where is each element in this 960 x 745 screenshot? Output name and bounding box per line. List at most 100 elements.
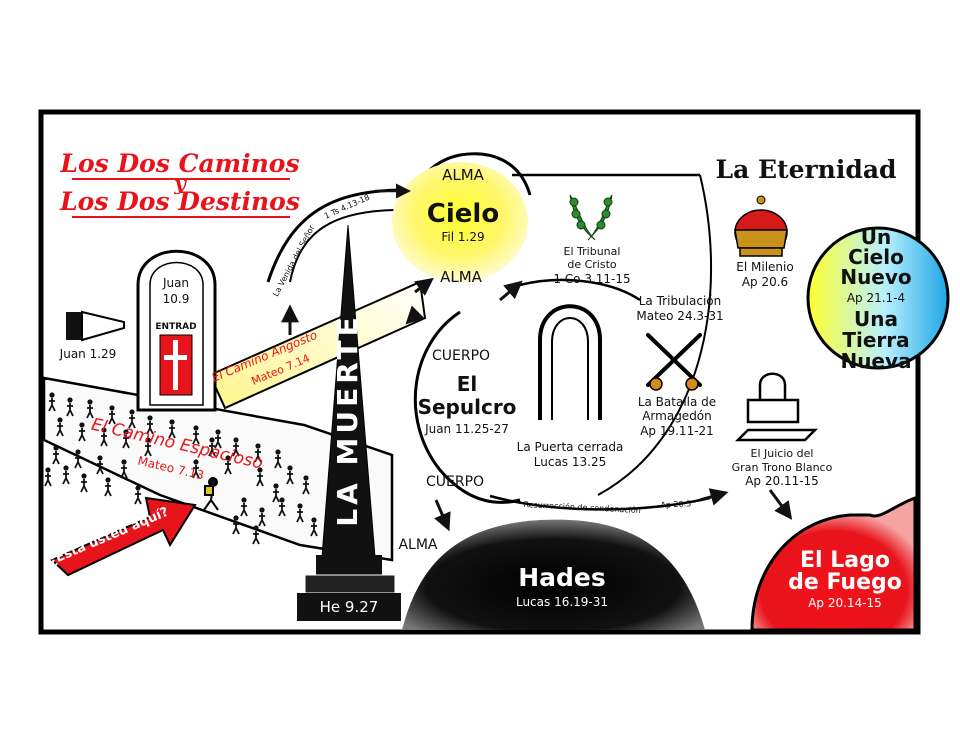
hiker-icon <box>203 477 219 511</box>
walker-figure <box>208 437 216 457</box>
title-joiner: y <box>173 171 187 195</box>
arrow-resurrection <box>699 488 729 506</box>
tribulation-name: La Tribulación <box>639 294 721 308</box>
walker-figure <box>274 449 282 469</box>
new-creation-line3: Nuevo <box>840 265 911 289</box>
resurrection-band <box>489 494 711 511</box>
heaven-ref: Fil 1.29 <box>441 230 484 244</box>
arrow-grave-down <box>434 499 451 532</box>
heaven-name: Cielo <box>427 199 499 229</box>
hades-name: Hades <box>518 563 606 592</box>
walker-figure <box>128 409 136 429</box>
you-are-here-arrow <box>50 496 197 577</box>
walker-figure <box>192 425 200 445</box>
heaven-glow <box>392 162 528 282</box>
new-creation-line2: Cielo <box>848 245 904 269</box>
throne-line2: Gran Trono Blanco <box>732 461 833 474</box>
walker-figure <box>52 445 60 465</box>
lake-line2: de Fuego <box>788 570 902 595</box>
death-name: LA MUERTE <box>331 313 364 527</box>
walker-figure <box>254 443 262 463</box>
walker-figure <box>86 399 94 419</box>
gate-ref-name: Juan <box>162 276 189 290</box>
walkers <box>44 392 318 545</box>
title-line2: Los Dos Destinos <box>59 187 300 216</box>
gate-ref-num: 10.9 <box>163 292 190 306</box>
grave-ref: Juan 11.25-27 <box>424 422 509 436</box>
grave-loop <box>413 310 521 504</box>
walker-figure <box>224 455 232 475</box>
grave-top-label: CUERPO <box>432 348 490 364</box>
crown-icon <box>734 195 788 257</box>
millennium-name: El Milenio <box>736 260 793 274</box>
new-creation-line1: Un <box>861 225 891 249</box>
walker-figure <box>168 419 176 439</box>
walker-figure <box>286 465 294 485</box>
walker-figure <box>62 465 70 485</box>
throne-icon <box>734 372 819 442</box>
walker-figure <box>120 459 128 479</box>
lake-of-fire <box>750 495 917 632</box>
resurrection-ref: Ap 20.5 <box>660 499 691 510</box>
closed-door-name: La Puerta cerrada <box>517 440 624 454</box>
arrow-to-fire <box>768 489 793 520</box>
eternity-heading: La Eternidad <box>716 155 897 184</box>
armageddon-ref: Ap 19.11-21 <box>640 424 714 438</box>
new-creation-line4: Una <box>854 307 898 331</box>
lake-ref: Ap 20.14-15 <box>808 596 882 610</box>
walker-figure <box>78 422 86 442</box>
walker-figure <box>134 485 142 505</box>
walker-figure <box>56 417 64 437</box>
new-creation-line6: Nueva <box>840 349 911 373</box>
new-creation-circle <box>806 226 950 370</box>
walker-figure <box>232 437 240 457</box>
walker-figure <box>48 392 56 412</box>
walker-figure <box>278 497 286 517</box>
walker-figure <box>122 429 130 449</box>
armageddon-line1: La Batalla de <box>638 395 716 409</box>
walker-figure <box>80 473 88 493</box>
cross-icon <box>159 334 193 396</box>
death-obelisk <box>297 224 401 621</box>
tribulation-ref: Mateo 24.3-31 <box>636 309 723 323</box>
walker-figure <box>144 437 152 457</box>
closed-door-icon <box>538 304 602 420</box>
walker-figure <box>232 515 240 535</box>
lake-line1: El Lago <box>800 548 890 573</box>
walker-figure <box>74 449 82 469</box>
millennium-ref: Ap 20.6 <box>742 275 788 289</box>
walker-figure <box>44 467 52 487</box>
walker-figure <box>146 415 154 435</box>
arrow-narrow-up <box>414 277 434 296</box>
walker-figure <box>214 429 222 449</box>
heaven-bottom-label: ALMA <box>440 268 483 286</box>
walker-figure <box>192 459 200 479</box>
walker-figure <box>296 503 304 523</box>
gate-entry: ENTRAD <box>155 322 196 332</box>
arrow-grave <box>405 305 425 325</box>
throne-line1: El Juicio del <box>751 447 814 460</box>
walker-figure <box>302 475 310 495</box>
grave-line1: El <box>457 372 478 396</box>
tribunal-line1: El Tribunal <box>564 245 621 258</box>
walker-figure <box>272 483 280 503</box>
walker-figure <box>252 525 260 545</box>
new-creation-ref: Ap 21.1-4 <box>847 291 905 305</box>
walker-figure <box>108 405 116 425</box>
new-creation-line5: Tierra <box>842 328 909 352</box>
pointer-ref: Juan 1.29 <box>59 347 117 361</box>
hades-ref: Lucas 16.19-31 <box>516 595 608 609</box>
swords-icon <box>646 333 702 391</box>
walker-figure <box>256 467 264 487</box>
closed-door-ref: Lucas 13.25 <box>534 455 606 469</box>
throne-ref: Ap 20.11-15 <box>745 474 819 488</box>
walker-figure <box>240 497 248 517</box>
tribunal-line2: de Cristo <box>567 258 617 271</box>
grave-soul-label: ALMA <box>398 537 437 553</box>
pointing-hand-icon <box>66 310 125 342</box>
armageddon-line2: Armagedón <box>642 409 712 423</box>
walker-figure <box>100 427 108 447</box>
walker-figure <box>310 517 318 537</box>
grave-bottom-label: CUERPO <box>426 474 484 490</box>
